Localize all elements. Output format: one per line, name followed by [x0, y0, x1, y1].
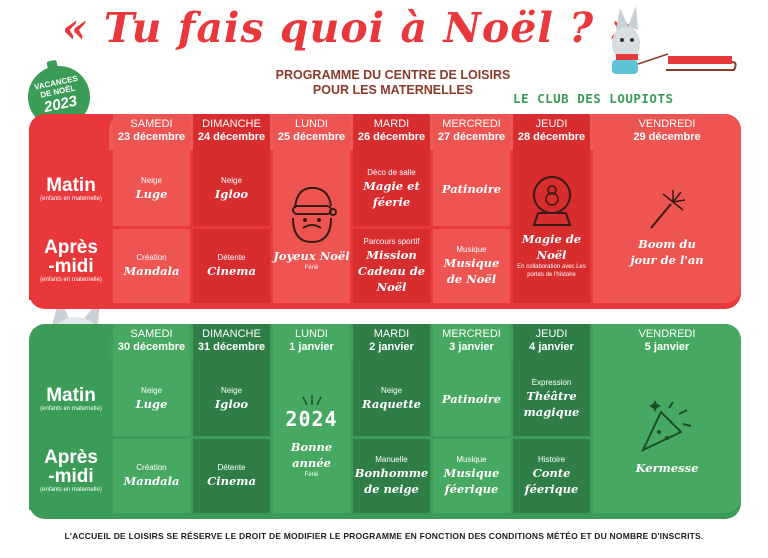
day-name: VENDREDI: [638, 118, 696, 130]
day-name: MERCREDI: [442, 328, 501, 340]
week-2-day-header: SAMEDI 30 décembre: [113, 324, 190, 360]
day-date: 30 décembre: [117, 341, 186, 353]
wolf-sled-illustration: [612, 6, 737, 74]
holiday-cell: 2024 Bonne année Férié: [273, 360, 350, 513]
week-2-day-header: LUNDI 1 janvier: [273, 324, 350, 360]
disclaimer-footer: L'ACCUEIL DE LOISIRS SE RÉSERVE LE DROIT…: [64, 531, 704, 541]
day-name: JEUDI: [535, 118, 568, 130]
activity-cell: Musique Musique de Noël: [433, 229, 510, 303]
day-name: DIMANCHE: [202, 118, 261, 130]
snow-globe-icon: [532, 175, 571, 226]
activity-cell: Neige Raquette: [353, 360, 430, 438]
ornament-cap-icon: [46, 59, 58, 70]
activity-cell: Création Mandala: [113, 229, 190, 303]
week-2-day-header: JEUDI 4 janvier: [513, 324, 590, 360]
week-1-panel: SAMEDI 23 décembre DIMANCHE 24 décembre …: [29, 114, 741, 309]
holiday-cell: Joyeux Noël Férié: [273, 150, 350, 303]
activity-cell: Kermesse: [593, 360, 741, 513]
activity-cell: Parcours sportif Mission Cadeau de Noël: [353, 229, 430, 303]
day-date: 28 décembre: [517, 131, 586, 143]
day-name: SAMEDI: [130, 328, 173, 340]
activity-cell: Boom du jour de l'an: [593, 150, 741, 303]
activity-cell: Magie de Noël En collaboration avec Les …: [513, 150, 590, 303]
fireworks-icon: [301, 394, 322, 405]
day-name: VENDREDI: [638, 328, 696, 340]
day-date: 31 décembre: [197, 341, 266, 353]
day-name: LUNDI: [294, 118, 328, 130]
row-divider: [113, 226, 273, 229]
subtitle: PROGRAMME DU CENTRE DE LOISIRS POUR LES …: [268, 68, 518, 98]
week-1-day-header: MERCREDI 27 décembre: [433, 114, 510, 150]
day-date: 2 janvier: [369, 341, 414, 353]
activity-cell: Patinoire: [433, 360, 510, 438]
activity-cell: Déco de salle Magie et féerie: [353, 150, 430, 228]
activity-cell: Création Mandala: [113, 439, 190, 513]
club-name: LE CLUB DES LOUPIOTS: [513, 91, 674, 106]
day-date: 3 janvier: [449, 341, 494, 353]
row-label-afternoon: Après -midi (enfants en maternelle): [29, 440, 113, 510]
activity-cell: Détente Cinema: [193, 439, 270, 513]
row-divider: [113, 436, 273, 439]
week-1-day-header: DIMANCHE 24 décembre: [193, 114, 270, 150]
activity-cell: Détente Cinema: [193, 229, 270, 303]
week-2-day-header: MERCREDI 3 janvier: [433, 324, 510, 360]
day-date: 5 janvier: [644, 341, 690, 353]
day-date: 25 décembre: [277, 131, 346, 143]
day-date: 26 décembre: [357, 131, 426, 143]
activity-cell: Manuelle Bonhomme de neige: [353, 439, 430, 513]
activity-cell: Expression Théâtre magique: [513, 360, 590, 438]
row-divider: [353, 436, 593, 439]
sparkler-icon: [650, 189, 686, 229]
santa-icon: [291, 186, 337, 243]
week-1-day-header: LUNDI 25 décembre: [273, 114, 350, 150]
day-name: MARDI: [373, 118, 410, 130]
week-1-day-header: MARDI 26 décembre: [353, 114, 430, 150]
day-name: JEUDI: [535, 328, 568, 340]
week-1-day-header: VENDREDI 29 décembre: [593, 114, 741, 150]
row-label-morning: Matin (enfants en maternelle): [40, 385, 102, 412]
subtitle-line-1: PROGRAMME DU CENTRE DE LOISIRS: [275, 68, 511, 82]
activity-cell: Patinoire: [433, 150, 510, 228]
row-label-morning: Matin (enfants en maternelle): [29, 160, 113, 226]
day-name: SAMEDI: [130, 118, 173, 130]
day-date: 1 janvier: [289, 341, 334, 353]
day-name: MERCREDI: [442, 118, 501, 130]
day-name: LUNDI: [294, 328, 328, 340]
page-title: « Tu fais quoi à Noël ? »: [62, 4, 637, 52]
activity-cell: Neige Igloo: [193, 150, 270, 228]
subtitle-line-2: POUR LES MATERNELLES: [312, 83, 474, 97]
week-1-day-header: SAMEDI 23 décembre: [113, 114, 190, 150]
activity-cell: Neige Luge: [113, 150, 190, 228]
day-date: 4 janvier: [529, 341, 574, 353]
day-name: MARDI: [373, 328, 410, 340]
day-date: 23 décembre: [117, 131, 186, 143]
day-date: 24 décembre: [197, 131, 266, 143]
row-label-afternoon: Après -midi (enfants en maternelle): [29, 230, 113, 300]
week-2-day-header: DIMANCHE 31 décembre: [193, 324, 270, 360]
day-date: 27 décembre: [437, 131, 506, 143]
row-divider: [353, 226, 513, 229]
year-2024: 2024: [285, 406, 338, 431]
week-2-day-header: VENDREDI 5 janvier: [593, 324, 741, 360]
party-popper-icon: [640, 399, 692, 452]
day-date: 29 décembre: [633, 131, 701, 143]
activity-cell: Neige Luge: [113, 360, 190, 438]
activity-cell: Neige Igloo: [193, 360, 270, 438]
day-name: DIMANCHE: [202, 328, 261, 340]
activity-cell: Musique Musique féerique: [433, 439, 510, 513]
activity-cell: Histoire Conte féerique: [513, 439, 590, 513]
week-2-panel: SAMEDI 30 décembre DIMANCHE 31 décembre …: [29, 324, 741, 519]
week-2-day-header: MARDI 2 janvier: [353, 324, 430, 360]
week-1-day-header: JEUDI 28 décembre: [513, 114, 590, 150]
